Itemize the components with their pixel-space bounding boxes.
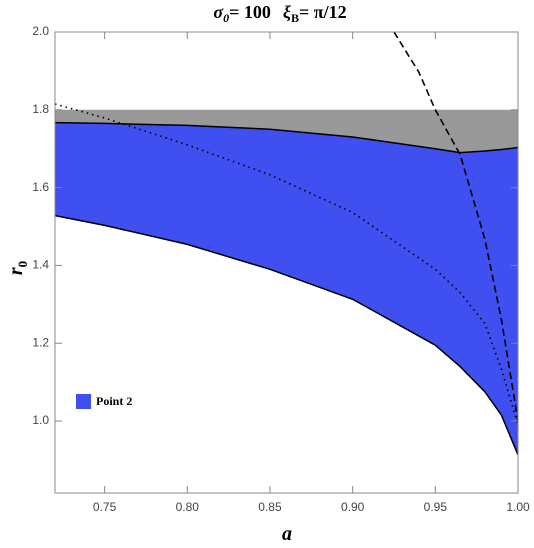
y-label-part: r (5, 267, 27, 275)
y-tick-label: 1.0 (32, 413, 49, 427)
x-axis-label: a (282, 523, 292, 545)
x-tick-label: 0.95 (424, 500, 448, 514)
y-tick-label: 1.8 (32, 102, 49, 116)
x-tick-label: 1.00 (506, 500, 530, 514)
y-tick-label: 1.4 (32, 258, 49, 272)
curve (393, 32, 518, 422)
title-part: σ (213, 2, 224, 22)
y-tick-label: 2.0 (32, 24, 49, 38)
title-part: ξ (283, 2, 291, 23)
legend-label: Point 2 (96, 394, 132, 408)
legend-swatch (76, 394, 91, 409)
boundary-line (55, 121, 518, 154)
x-tick-label: 0.80 (176, 500, 200, 514)
title-part: = 100 (229, 2, 271, 22)
title-part: B (291, 11, 299, 25)
y-label-part: 0 (15, 261, 30, 268)
title-part: = π/12 (299, 2, 347, 22)
y-axis-label: r0 (5, 261, 30, 275)
region (55, 122, 518, 455)
plot-area (55, 32, 518, 456)
y-tick-label: 1.6 (32, 180, 49, 194)
x-tick-label: 0.85 (258, 500, 282, 514)
region (55, 109, 518, 153)
frame (54, 31, 519, 494)
x-tick-label: 0.75 (93, 500, 117, 514)
x-tick-label: 0.90 (341, 500, 365, 514)
chart-title: σ0= 100 ξB= π/12 (213, 2, 346, 25)
boundary-line (55, 214, 518, 456)
title-part: 0 (223, 11, 229, 25)
y-tick-label: 1.2 (32, 335, 49, 349)
